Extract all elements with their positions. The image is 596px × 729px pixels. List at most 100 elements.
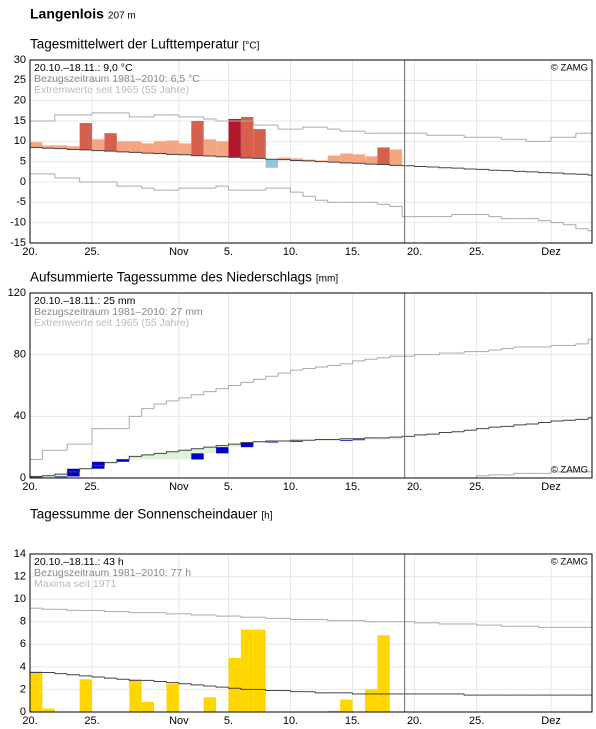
- x-tick-label: 5.: [224, 481, 233, 493]
- mean-line: [240, 157, 254, 159]
- temperature-bar: [352, 154, 365, 164]
- annotation: Bezugszeitraum 1981–2010: 77 h: [34, 567, 191, 579]
- sunshine-bar: [166, 683, 179, 712]
- y-tick-label: 0: [20, 706, 26, 718]
- chart-unit: [h]: [261, 511, 272, 522]
- mean-line: [66, 673, 80, 676]
- y-tick-label: 8: [20, 616, 26, 628]
- mean-line: [314, 691, 328, 694]
- extreme-line: [339, 363, 353, 366]
- x-tick-label: 25.: [469, 246, 484, 258]
- mean-line: [314, 438, 328, 441]
- x-tick-label: 25.: [84, 715, 99, 727]
- y-tick-label: 120: [8, 287, 26, 299]
- temperature-bar: [191, 121, 204, 156]
- extreme-line: [153, 188, 167, 191]
- chart-title: Tagessumme der Sonnenscheindauer: [30, 507, 258, 522]
- mean-line: [401, 435, 415, 438]
- temperature-bar: [178, 143, 192, 155]
- mean-line: [227, 687, 241, 689]
- x-tick-label: 10.: [283, 246, 298, 258]
- mean-line: [54, 473, 68, 476]
- x-tick-label: 25.: [84, 481, 99, 493]
- y-tick-label: -5: [16, 196, 26, 208]
- annotation: Bezugszeitraum 1981–2010: 6,5 °C: [34, 73, 200, 85]
- annotation: 20.10.–18.11.: 9,0 °C: [34, 62, 133, 74]
- extreme-line: [488, 349, 502, 352]
- mean-line: [414, 434, 427, 437]
- mean-line: [79, 468, 93, 472]
- extreme-line: [41, 608, 55, 610]
- extreme-line: [538, 218, 552, 222]
- extreme-line: [401, 206, 415, 218]
- mean-line: [513, 170, 527, 172]
- mean-line: [91, 149, 105, 152]
- sunshine-bar: [327, 710, 341, 712]
- y-tick-label: 10: [14, 593, 26, 605]
- mean-line: [364, 163, 378, 165]
- precipitation-bar: [290, 441, 303, 442]
- credit: © ZAMG: [551, 465, 588, 476]
- mean-line: [103, 677, 117, 679]
- annotation: Bezugszeitraum 1981–2010: 27 mm: [34, 306, 203, 318]
- mean-line: [265, 440, 279, 442]
- extreme-line: [575, 224, 589, 230]
- y-tick-label: -15: [10, 237, 26, 249]
- mean-line: [153, 680, 167, 683]
- extreme-line: [116, 182, 130, 187]
- x-tick-label: 10.: [283, 481, 298, 493]
- extreme-line: [513, 472, 527, 475]
- extreme-line: [376, 357, 390, 360]
- sunshine-bar: [203, 697, 217, 712]
- sunshine-bar: [79, 679, 93, 712]
- mean-line: [103, 462, 117, 466]
- chart-unit: [mm]: [316, 274, 338, 285]
- mean-line: [128, 679, 142, 681]
- extreme-line: [327, 200, 341, 203]
- temperature-bar: [42, 145, 55, 149]
- mean-line: [190, 448, 204, 451]
- x-tick-label: 15.: [345, 481, 360, 493]
- y-tick-label: 14: [14, 548, 26, 560]
- extreme-line: [302, 368, 316, 371]
- extreme-line: [500, 625, 514, 627]
- mean-line: [339, 162, 353, 164]
- extreme-line: [277, 125, 291, 130]
- temperature-bar: [327, 155, 341, 163]
- x-tick-label: 20.: [22, 481, 37, 493]
- mean-line: [290, 439, 303, 441]
- mean-line: [290, 690, 303, 693]
- mean-line: [91, 675, 105, 678]
- mean-line: [240, 442, 254, 445]
- mean-line: [240, 688, 254, 690]
- mean-line: [538, 422, 552, 425]
- mean-line: [500, 425, 514, 428]
- extreme-line: [463, 351, 477, 354]
- extreme-line: [141, 186, 155, 189]
- mean-line: [265, 689, 279, 692]
- temperature-bar: [166, 140, 179, 155]
- y-tick-label: 5: [20, 156, 26, 168]
- mean-line: [215, 686, 229, 688]
- extreme-line: [587, 338, 592, 344]
- x-tick-label: 5.: [224, 715, 233, 727]
- extreme-line: [227, 186, 241, 191]
- extreme-line: [302, 126, 316, 130]
- temperature-bar: [240, 116, 254, 159]
- difference-area: [340, 438, 353, 441]
- temperature-bar: [315, 160, 328, 162]
- x-tick-label: 25.: [84, 246, 99, 258]
- precipitation-bar: [216, 447, 229, 454]
- credit: © ZAMG: [551, 557, 588, 568]
- station-elevation: 207 m: [108, 11, 136, 22]
- extreme-line: [203, 391, 217, 395]
- difference-area: [178, 450, 192, 460]
- extreme-line: [463, 135, 477, 138]
- x-tick-label: 20.: [22, 246, 37, 258]
- extreme-line: [103, 610, 117, 613]
- difference-area: [315, 439, 328, 441]
- mean-line: [265, 158, 279, 160]
- temperature-bar: [364, 156, 378, 165]
- x-tick-label: 10.: [283, 715, 298, 727]
